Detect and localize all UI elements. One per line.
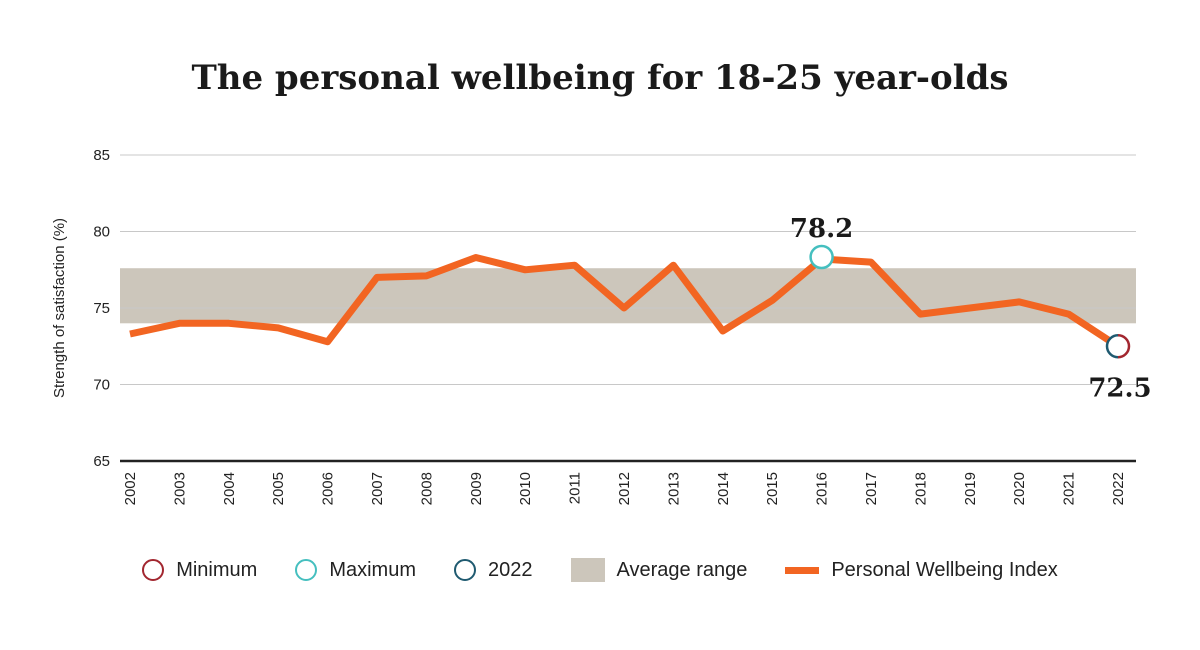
minimum-marker-fill: [1107, 335, 1129, 358]
x-tick-label-2020: 2020: [1011, 472, 1028, 505]
y-tick-label-75: 75: [93, 300, 110, 317]
legend-item-2022: 2022: [454, 559, 533, 582]
legend-label-2022: 2022: [488, 558, 533, 581]
index-line-swatch-icon: [785, 566, 820, 574]
y-axis-label: Strength of satisfaction (%): [51, 218, 68, 398]
legend-item-average-range: Average range: [570, 558, 748, 582]
x-tick-label-2004: 2004: [221, 472, 238, 505]
minimum-value-label: 72.5: [1088, 373, 1151, 403]
legend-label-minimum: Minimum: [176, 558, 258, 581]
current-year-marker-icon: [454, 559, 476, 581]
minimum-marker-icon: [142, 559, 165, 581]
y-tick-label-65: 65: [93, 453, 110, 470]
x-tick-label-2008: 2008: [418, 472, 435, 505]
x-tick-label-2009: 2009: [468, 472, 485, 505]
average-range-band: [120, 268, 1136, 324]
legend-item-maximum: Maximum: [295, 559, 416, 582]
x-tick-label-2010: 2010: [517, 472, 534, 505]
x-tick-label-2003: 2003: [171, 472, 188, 505]
legend: Minimum Maximum 2022 Average range Perso…: [0, 550, 1200, 590]
x-tick-label-2018: 2018: [912, 472, 929, 505]
maximum-marker: [809, 244, 834, 270]
current-year-marker-half: [1105, 334, 1119, 359]
x-tick-label-2013: 2013: [665, 472, 682, 505]
x-tick-label-2021: 2021: [1061, 472, 1078, 505]
x-tick-label-2006: 2006: [320, 472, 337, 505]
x-tick-label-2019: 2019: [962, 472, 979, 505]
x-tick-label-2007: 2007: [369, 472, 386, 505]
x-tick-label-2016: 2016: [814, 472, 831, 505]
x-tick-label-2015: 2015: [764, 472, 781, 505]
legend-label-maximum: Maximum: [329, 558, 416, 581]
legend-item-minimum: Minimum: [142, 559, 257, 582]
y-tick-label-70: 70: [93, 377, 110, 394]
x-tick-label-2017: 2017: [863, 472, 880, 505]
x-tick-label-2022: 2022: [1110, 472, 1127, 505]
maximum-value-label: 78.2: [790, 214, 853, 244]
legend-label-average-range: Average range: [616, 558, 748, 581]
x-tick-label-2014: 2014: [715, 472, 732, 505]
legend-item-index: Personal Wellbeing Index: [785, 558, 1058, 582]
maximum-marker-icon: [295, 559, 318, 581]
x-tick-label-2011: 2011: [567, 472, 584, 504]
minimum-marker-half: [1117, 334, 1131, 359]
legend-label-index: Personal Wellbeing Index: [831, 558, 1058, 581]
y-tick-label-80: 80: [93, 224, 110, 241]
chart-title: The personal wellbeing for 18-25 year-ol…: [191, 58, 1009, 98]
x-tick-label-2012: 2012: [616, 472, 633, 505]
x-tick-label-2005: 2005: [270, 472, 287, 505]
x-tick-label-2002: 2002: [122, 472, 139, 505]
y-tick-label-85: 85: [93, 147, 110, 164]
average-range-swatch-icon: [570, 558, 605, 582]
